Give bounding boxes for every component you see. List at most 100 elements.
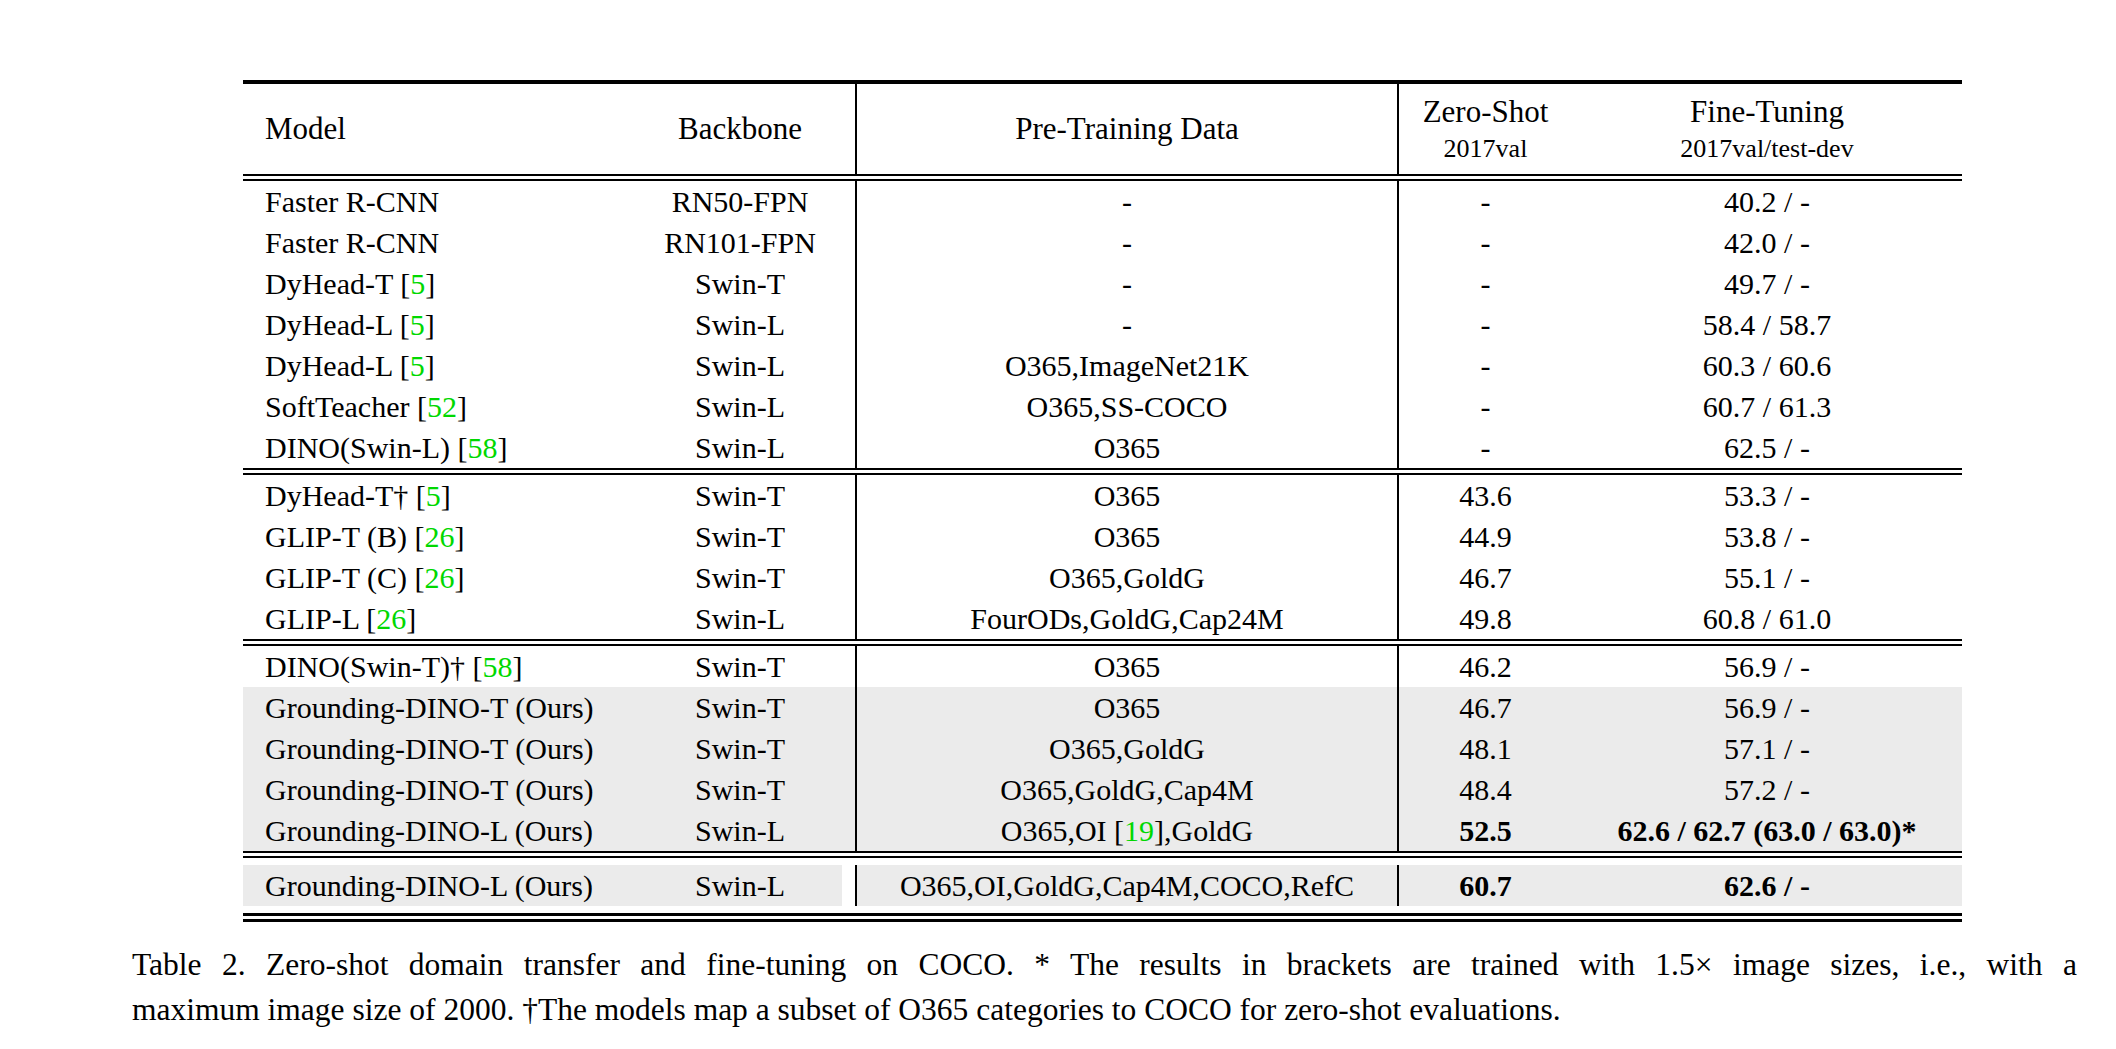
fine-tuning-cell: 60.8 / 61.0 xyxy=(1572,598,1962,639)
pretrain-cell: O365,GoldG xyxy=(855,728,1397,769)
text-segment: O365 xyxy=(1094,431,1161,464)
text-segment: ] xyxy=(457,390,467,423)
table-rule-group-separator xyxy=(243,468,1962,475)
citation-link[interactable]: 5 xyxy=(410,267,425,300)
citation-link[interactable]: 5 xyxy=(410,308,425,341)
table-group: DINO(Swin-T)† [58]Swin-TO36546.256.9 / -… xyxy=(243,646,1962,851)
fine-tuning-cell: 42.0 / - xyxy=(1572,222,1962,263)
fine-tuning-cell: 53.8 / - xyxy=(1572,516,1962,557)
backbone-cell: Swin-T xyxy=(625,475,855,516)
text-segment: SoftTeacher [ xyxy=(265,390,427,423)
table-row: Grounding-DINO-L (Ours)Swin-L O365,OI [19… xyxy=(243,810,1962,851)
backbone-cell: Swin-L xyxy=(625,865,855,906)
text-segment: O365,GoldG,Cap4M xyxy=(1000,773,1253,806)
table-rule-bottom xyxy=(243,913,1962,922)
citation-link[interactable]: 26 xyxy=(424,520,454,553)
fine-tuning-cell: 58.4 / 58.7 xyxy=(1572,304,1962,345)
text-segment: - xyxy=(1122,267,1132,300)
table-row: GLIP-T (C) [26]Swin-TO365,GoldG46.755.1 … xyxy=(243,557,1962,598)
fine-tuning-cell: 53.3 / - xyxy=(1572,475,1962,516)
backbone-cell: Swin-L xyxy=(625,598,855,639)
table-row: Grounding-DINO-T (Ours)Swin-TO365,GoldG,… xyxy=(243,769,1962,810)
table-rule-header-separator xyxy=(243,174,1962,181)
pretrain-cell: O365 xyxy=(855,427,1397,468)
citation-link[interactable]: 26 xyxy=(424,561,454,594)
text-segment: O365,ImageNet21K xyxy=(1005,349,1249,382)
zero-shot-cell: - xyxy=(1397,304,1572,345)
backbone-cell: Swin-T xyxy=(625,263,855,304)
model-cell: SoftTeacher [52] xyxy=(243,386,625,427)
citation-link[interactable]: 52 xyxy=(427,390,457,423)
zero-shot-cell: 48.1 xyxy=(1397,728,1572,769)
citation-link[interactable]: 26 xyxy=(376,602,406,635)
pretrain-cell: O365 xyxy=(855,687,1397,728)
text-segment: GLIP-T (B) [ xyxy=(265,520,424,553)
text-segment: GLIP-L [ xyxy=(265,602,376,635)
table-rule-group-separator xyxy=(243,851,1962,858)
pretrain-cell: - xyxy=(855,263,1397,304)
text-segment: Faster R-CNN xyxy=(265,185,439,218)
model-cell: Faster R-CNN xyxy=(243,222,625,263)
fine-tuning-cell: 49.7 / - xyxy=(1572,263,1962,304)
backbone-cell: Swin-T xyxy=(625,769,855,810)
col-header-pretrain-label: Pre-Training Data xyxy=(857,111,1397,147)
citation-link[interactable]: 5 xyxy=(410,349,425,382)
citation-link[interactable]: 19 xyxy=(1124,814,1154,847)
fine-tuning-title: Fine-Tuning xyxy=(1572,92,1962,132)
pretrain-cell: - xyxy=(855,222,1397,263)
fine-tuning-cell: 57.1 / - xyxy=(1572,728,1962,769)
zero-shot-cell: 49.8 xyxy=(1397,598,1572,639)
zero-shot-cell: 46.2 xyxy=(1397,646,1572,687)
col-header-zero-shot: Zero-Shot 2017val xyxy=(1397,84,1572,174)
table-row: Grounding-DINO-T (Ours) Swin-T O365,GoldG 4… xyxy=(243,728,1962,769)
pretrain-cell: O365,SS-COCO xyxy=(855,386,1397,427)
text-segment: ],GoldG xyxy=(1154,814,1253,847)
pretrain-cell: - xyxy=(855,181,1397,222)
paper-page: Model Backbone Pre-Training Data Zero-Sh… xyxy=(0,0,2116,1049)
model-cell: Faster R-CNN xyxy=(243,181,625,222)
zero-shot-cell: - xyxy=(1397,345,1572,386)
table-row: Faster R-CNNRN50-FPN--40.2 / - xyxy=(243,181,1962,222)
zero-shot-subtitle: 2017val xyxy=(1399,132,1572,166)
zero-shot-cell: 46.7 xyxy=(1397,687,1572,728)
text-segment: Grounding-DINO-L (Ours) xyxy=(265,869,593,902)
model-cell: GLIP-T (B) [26] xyxy=(243,516,625,557)
text-segment: O365,GoldG xyxy=(1049,732,1205,765)
backbone-cell: Swin-T xyxy=(625,728,855,769)
table-row: DINO(Swin-T)† [58]Swin-TO36546.256.9 / - xyxy=(243,646,1962,687)
citation-link[interactable]: 58 xyxy=(482,650,512,683)
zero-shot-cell: - xyxy=(1397,263,1572,304)
text-segment: ] xyxy=(425,349,435,382)
text-segment: DyHead-T [ xyxy=(265,267,410,300)
table-group: DyHead-T† [5]Swin-TO36543.653.3 / -GLIP-… xyxy=(243,475,1962,639)
table-body: Faster R-CNNRN50-FPN--40.2 / -Faster R-C… xyxy=(243,181,1962,913)
table-row: DyHead-L [5]Swin-L--58.4 / 58.7 xyxy=(243,304,1962,345)
model-cell: Grounding-DINO-L (Ours) xyxy=(243,810,625,851)
caption-line-1: Table 2. Zero-shot domain transfer and f… xyxy=(132,942,2077,987)
fine-tuning-cell: 55.1 / - xyxy=(1572,557,1962,598)
caption-line-2: maximum image size of 2000. †The models … xyxy=(132,987,2077,1032)
table-row: Grounding-DINO-L (Ours) Swin-L O365,OI,Gol… xyxy=(243,865,1962,906)
pretrain-cell: O365,OI,GoldG,Cap4M,COCO,RefC xyxy=(855,865,1397,906)
fine-tuning-cell: 60.3 / 60.6 xyxy=(1572,345,1962,386)
backbone-cell: Swin-T xyxy=(625,646,855,687)
table-row: DyHead-T† [5]Swin-TO36543.653.3 / - xyxy=(243,475,1962,516)
text-segment: O365,OI,GoldG,Cap4M,COCO,RefC xyxy=(900,869,1354,902)
table-row: SoftTeacher [52]Swin-LO365,SS-COCO-60.7 … xyxy=(243,386,1962,427)
table-group: Grounding-DINO-L (Ours) Swin-L O365,OI,Gol… xyxy=(243,858,1962,913)
zero-shot-cell: - xyxy=(1397,181,1572,222)
model-cell: Grounding-DINO-T (Ours) xyxy=(243,728,625,769)
text-segment: Grounding-DINO-T (Ours) xyxy=(265,732,594,765)
backbone-cell: Swin-L xyxy=(625,386,855,427)
model-cell: Grounding-DINO-L (Ours) xyxy=(243,865,625,906)
text-segment: FourODs,GoldG,Cap24M xyxy=(970,602,1283,635)
pretrain-cell: O365,ImageNet21K xyxy=(855,345,1397,386)
text-segment: O365,GoldG xyxy=(1049,561,1205,594)
text-segment: O365,OI [ xyxy=(1001,814,1124,847)
table-row: Grounding-DINO-T (Ours)Swin-TO36546.756.… xyxy=(243,687,1962,728)
text-segment: GLIP-T (C) [ xyxy=(265,561,424,594)
citation-link[interactable]: 58 xyxy=(467,431,497,464)
citation-link[interactable]: 5 xyxy=(426,479,441,512)
backbone-cell: Swin-L xyxy=(625,810,855,851)
pretrain-cell: - xyxy=(855,304,1397,345)
